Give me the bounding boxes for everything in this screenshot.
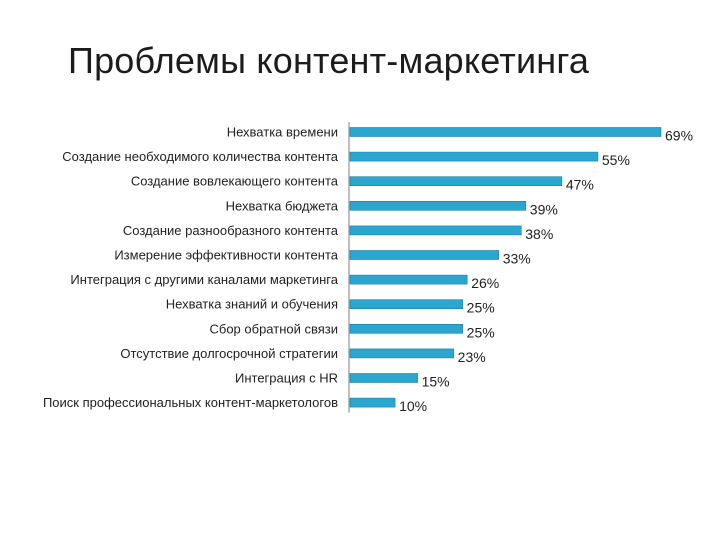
bar <box>349 201 527 211</box>
category-label: Сбор обратной связи <box>209 321 338 336</box>
value-label: 33% <box>503 251 531 267</box>
bar <box>349 373 418 383</box>
bar <box>349 127 662 137</box>
bar <box>349 348 454 359</box>
category-label: Измерение эффективности контента <box>114 248 338 263</box>
category-label: Создание разнообразного контента <box>123 223 339 238</box>
chart-title: Проблемы контент-маркетинга <box>68 40 590 81</box>
value-label: 25% <box>467 300 495 316</box>
value-label: 15% <box>422 374 450 390</box>
category-label: Интеграция с HR <box>235 371 338 386</box>
bar <box>349 225 522 236</box>
value-label: 26% <box>471 275 499 291</box>
value-label: 47% <box>566 177 594 193</box>
category-label: Нехватка знаний и обучения <box>166 297 338 312</box>
category-label: Нехватка времени <box>227 125 338 140</box>
value-label: 39% <box>530 201 558 217</box>
category-label: Отсутствие долгосрочной стратегии <box>120 346 338 361</box>
bar <box>349 250 500 260</box>
category-label: Создание вовлекающего контента <box>131 174 339 189</box>
value-label: 69% <box>665 128 693 144</box>
value-label: 10% <box>399 398 427 414</box>
category-label: Интеграция с другими каналами маркетинга <box>70 272 338 287</box>
bar <box>349 151 599 162</box>
bar <box>349 274 468 285</box>
bar <box>349 299 463 310</box>
bar <box>349 323 463 334</box>
value-label: 55% <box>602 152 630 168</box>
category-label: Поиск профессиональных контент-маркетоло… <box>43 395 338 410</box>
value-label: 25% <box>467 324 495 340</box>
category-label: Создание необходимого количества контент… <box>62 149 338 164</box>
bar <box>349 397 396 408</box>
category-label: Нехватка бюджета <box>226 198 339 213</box>
value-label: 38% <box>525 226 553 242</box>
bar <box>349 176 563 186</box>
value-label: 23% <box>458 349 486 365</box>
